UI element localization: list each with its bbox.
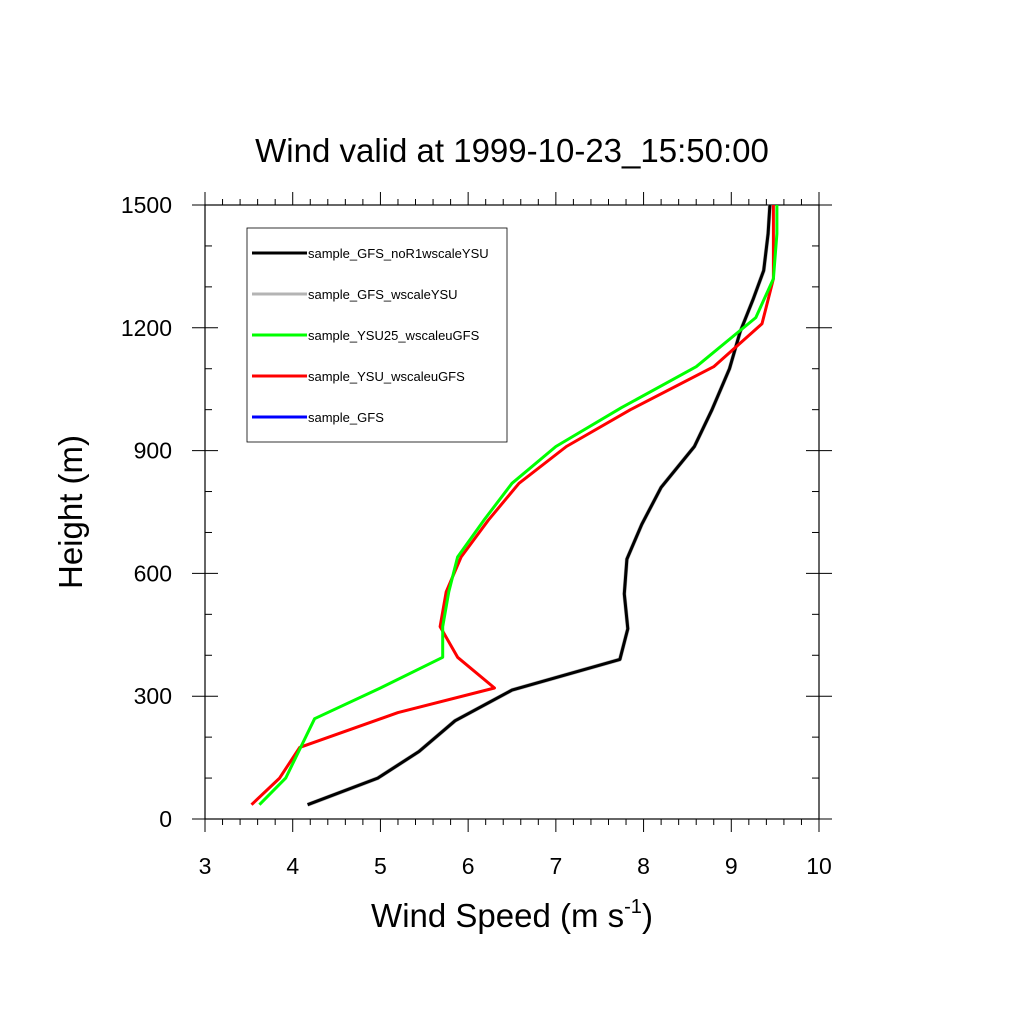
series-line-sample-ysu25-wscaleugfs [258, 205, 779, 806]
x-tick-label: 4 [286, 853, 299, 879]
x-tick-label: 9 [725, 853, 738, 879]
y-tick-label: 600 [134, 560, 172, 586]
y-tick-label: 900 [134, 438, 172, 464]
legend-entry-label: sample_GFS_wscaleYSU [308, 287, 458, 302]
chart-title: Wind valid at 1999-10-23_15:50:00 [255, 132, 769, 169]
legend: sample_GFS_noR1wscaleYSU sample_GFS_wscal… [246, 227, 508, 443]
y-tick-label: 300 [134, 683, 172, 709]
x-tick-label: 10 [806, 853, 832, 879]
plot-border [204, 204, 820, 820]
legend-entry-label: sample_GFS_noR1wscaleYSU [308, 246, 489, 261]
x-tick-label: 3 [199, 853, 212, 879]
tick-layer: 3 4 5 6 7 8 9 10 0 300 600 900 1200 1500 [121, 192, 832, 879]
x-tick-label: 5 [374, 853, 387, 879]
x-tick-label: 6 [462, 853, 475, 879]
y-axis-label: Height (m) [52, 435, 89, 589]
legend-entry-label: sample_YSU_wscaleuGFS [308, 369, 465, 384]
legend-entry-label: sample_YSU25_wscaleuGFS [308, 328, 480, 343]
plot-frame [204, 204, 820, 820]
x-axis-label-end: ) [642, 897, 653, 934]
y-tick-label: 1200 [121, 315, 172, 341]
x-axis-label-base: Wind Speed (m s [371, 897, 624, 934]
series-line-sample-gfs-nor1wscaleysu [307, 204, 772, 807]
y-tick-label: 1500 [121, 192, 172, 218]
y-tick-label: 0 [159, 806, 172, 832]
x-tick-label: 8 [637, 853, 650, 879]
x-axis-label-superscript: -1 [624, 896, 642, 918]
legend-entry-label: sample_GFS [308, 410, 384, 425]
x-tick-label: 7 [549, 853, 562, 879]
x-axis-label: Wind Speed (m s-1) [371, 896, 653, 934]
series-layer [250, 204, 779, 807]
series-line-sample-ysu-wscaleugfs [250, 205, 775, 806]
